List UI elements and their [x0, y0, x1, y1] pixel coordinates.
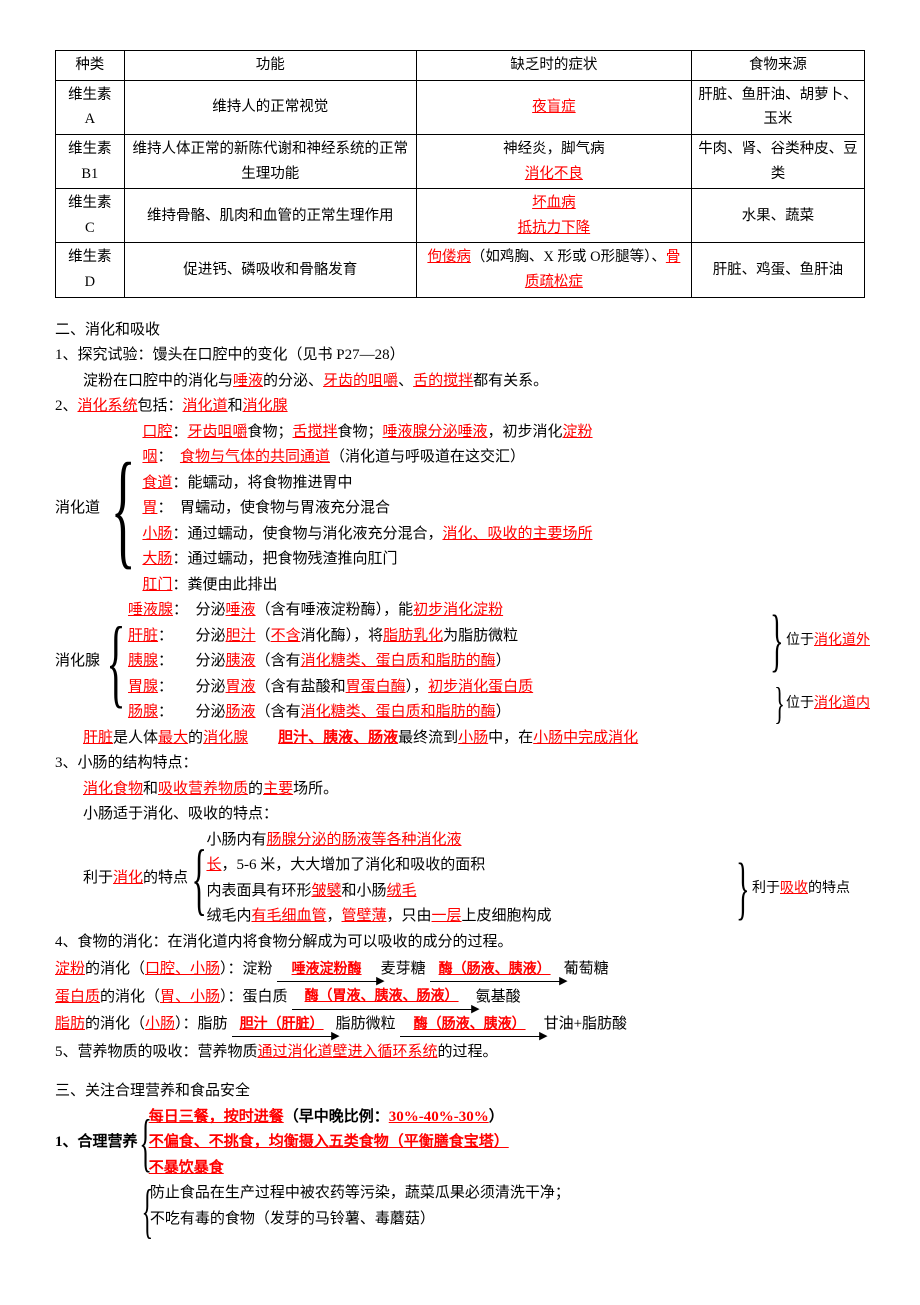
table-row: 维生素 D 促进钙、磷吸收和骨骼发育 佝偻病（如鸡胸、X 形或 O形腿等）、骨质… — [56, 243, 865, 297]
cell: 水果、蔬菜 — [691, 189, 864, 243]
cell: 维生素 D — [56, 243, 125, 297]
cell: 维持人体正常的新陈代谢和神经系统的正常生理功能 — [124, 134, 416, 188]
line: 5、营养物质的吸收：营养物质通过消化道壁进入循环系统的过程。 — [55, 1040, 865, 1066]
right-brace-icon: } — [774, 682, 785, 726]
symptom: 坏血病 — [532, 195, 576, 211]
list-item: 肝脏： 分泌胆汁（不含消化酶），将脂肪乳化为脂肪微粒 — [128, 624, 865, 650]
left-brace-icon: { — [192, 839, 207, 919]
list-item: 不吃有毒的食物（发芽的马铃薯、毒蘑菇） — [150, 1207, 865, 1233]
list-item: 胃腺： 分泌胃液（含有盐酸和胃蛋白酶），初步消化蛋白质 — [128, 675, 865, 701]
left-brace-icon: { — [139, 1111, 151, 1176]
line: 4、食物的消化：在消化道内将食物分解成为可以吸收的成分的过程。 — [55, 930, 865, 956]
list-item: 口腔：牙齿咀嚼食物；舌搅拌食物；唾液腺分泌唾液，初步消化淀粉 — [142, 420, 865, 446]
section-title: 二、消化和吸收 — [55, 318, 865, 344]
list-item: 肠腺： 分泌肠液（含有消化糖类、蛋白质和脂肪的酶） — [128, 700, 865, 726]
table-header-row: 种类 功能 缺乏时的症状 食物来源 — [56, 51, 865, 81]
protein-digestion-row: 蛋白质的消化（胃、小肠）：蛋白质 酶（胃液、胰液、肠液） 氨基酸 — [55, 985, 865, 1011]
cell: 夜盲症 — [416, 80, 691, 134]
cell: 促进钙、磷吸收和骨骼发育 — [124, 243, 416, 297]
group-content: 口腔：牙齿咀嚼食物；舌搅拌食物；唾液腺分泌唾液，初步消化淀粉 咽： 食物与气体的… — [142, 420, 865, 599]
cell: 神经炎，脚气病消化不良 — [416, 134, 691, 188]
cell: 牛肉、肾、谷类种皮、豆类 — [691, 134, 864, 188]
arrow-icon: 酶（肠液、胰液） — [400, 1013, 540, 1038]
left-brace-icon: { — [142, 1181, 154, 1241]
digestive-gland-group: 消化腺 { 唾液腺： 分泌唾液（含有唾液淀粉酶），能初步消化淀粉 肝脏： 分泌胆… — [55, 598, 865, 726]
liver-summary-line: 肝脏是人体最大的消化腺 胆汁、胰液、肠液最终流到小肠中，在小肠中完成消化 — [83, 726, 865, 752]
arrow-icon: 酶（胃液、胰液、肠液） — [292, 985, 472, 1010]
symptom-mid: （如鸡胸、X 形或 O形腿等）、 — [471, 249, 666, 265]
list-item: 不偏食、不挑食，均衡摄入五类食物（平衡膳食宝塔） — [149, 1130, 865, 1156]
digestive-tract-group: 消化道 { 口腔：牙齿咀嚼食物；舌搅拌食物；唾液腺分泌唾液，初步消化淀粉 咽： … — [55, 420, 865, 599]
table-row: 维生素 A 维持人的正常视觉 夜盲症 肝脏、鱼肝油、胡萝卜、玉米 — [56, 80, 865, 134]
cell: 维持人的正常视觉 — [124, 80, 416, 134]
section-nutrition-safety: 三、关注合理营养和食品安全 1、合理营养 { 每日三餐，按时进餐（早中晚比例：3… — [55, 1079, 865, 1241]
list-item: 咽： 食物与气体的共同通道（消化道与呼吸道在这交汇） — [142, 445, 865, 471]
list-item: 不暴饮暴食 — [149, 1156, 865, 1182]
th-source: 食物来源 — [691, 51, 864, 81]
list-item: 肛门：粪便由此排出 — [142, 573, 865, 599]
vitamin-table: 种类 功能 缺乏时的症状 食物来源 维生素 A 维持人的正常视觉 夜盲症 肝脏、… — [55, 50, 865, 298]
line: 3、小肠的结构特点： — [55, 751, 865, 777]
arrow-icon: 胆汁（肝脏） — [232, 1013, 332, 1038]
right-brace-icon: } — [770, 606, 783, 676]
group-label: 消化腺 — [55, 598, 104, 726]
th-type: 种类 — [56, 51, 125, 81]
arrow-icon: 酶（肠液、胰液） — [430, 958, 560, 983]
cell: 维生素 A — [56, 80, 125, 134]
list-item: 小肠内有肠腺分泌的肠液等各种消化液 — [206, 828, 865, 854]
cell: 维持骨骼、肌肉和血管的正常生理作用 — [124, 189, 416, 243]
group-content: 唾液腺： 分泌唾液（含有唾液淀粉酶），能初步消化淀粉 肝脏： 分泌胆汁（不含消化… — [128, 598, 865, 726]
list-item: 大肠：通过蠕动，把食物残渣推向肛门 — [142, 547, 865, 573]
group-content: 每日三餐，按时进餐（早中晚比例：30%-40%-30%） 不偏食、不挑食，均衡摄… — [149, 1105, 865, 1182]
group-label: 消化道 — [55, 420, 104, 599]
line: 小肠适于消化、吸收的特点： — [83, 802, 865, 828]
list-item: 防止食品在生产过程中被农药等污染，蔬菜瓜果必须清洗干净； — [150, 1181, 865, 1207]
list-item: 食道：能蠕动，将食物推进胃中 — [142, 471, 865, 497]
group-label: 利于消化的特点 — [83, 828, 192, 930]
table-row: 维生素 B1 维持人体正常的新陈代谢和神经系统的正常生理功能 神经炎，脚气病消化… — [56, 134, 865, 188]
safety-group: { 防止食品在生产过程中被农药等污染，蔬菜瓜果必须清洗干净； 不吃有毒的食物（发… — [145, 1181, 865, 1241]
group-content: 防止食品在生产过程中被农药等污染，蔬菜瓜果必须清洗干净； 不吃有毒的食物（发芽的… — [150, 1181, 865, 1241]
line: 消化食物和吸收营养物质的主要场所。 — [83, 777, 865, 803]
th-symptom: 缺乏时的症状 — [416, 51, 691, 81]
symptom-pre: 神经炎，脚气病 — [503, 141, 605, 157]
section-title: 三、关注合理营养和食品安全 — [55, 1079, 865, 1105]
th-func: 功能 — [124, 51, 416, 81]
symptom: 抵抗力下降 — [518, 220, 591, 236]
cell: 维生素 B1 — [56, 134, 125, 188]
symptom: 消化不良 — [525, 166, 583, 182]
side-annotation-inside: } 位于消化道内 — [773, 682, 870, 726]
intestine-features-group: 利于消化的特点 { 小肠内有肠腺分泌的肠液等各种消化液 长，5-6 米，大大增加… — [83, 828, 865, 930]
symptom: 夜盲症 — [532, 99, 576, 115]
line: 1、探究试验：馒头在口腔中的变化（见书 P27—28） — [55, 343, 865, 369]
side-annotation-outside: } 位于消化道外 — [768, 606, 870, 676]
left-brace-icon: { — [111, 444, 136, 574]
right-brace-icon: } — [736, 854, 749, 924]
list-item: 每日三餐，按时进餐（早中晚比例：30%-40%-30%） — [149, 1105, 865, 1131]
section-digestion: 二、消化和吸收 1、探究试验：馒头在口腔中的变化（见书 P27—28） 淀粉在口… — [55, 318, 865, 1066]
table-row: 维生素 C 维持骨骼、肌肉和血管的正常生理作用 坏血病抵抗力下降 水果、蔬菜 — [56, 189, 865, 243]
cell: 佝偻病（如鸡胸、X 形或 O形腿等）、骨质疏松症 — [416, 243, 691, 297]
symptom: 佝偻病 — [427, 249, 471, 265]
starch-digestion-row: 淀粉的消化（口腔、小肠）：淀粉 唾液淀粉酶 麦芽糖 酶（肠液、胰液） 葡萄糖 — [55, 957, 865, 983]
list-item: 胃： 胃蠕动，使食物与胃液充分混合 — [142, 496, 865, 522]
cell: 肝脏、鱼肝油、胡萝卜、玉米 — [691, 80, 864, 134]
left-brace-icon: { — [106, 612, 125, 712]
nutrition-group: 1、合理营养 { 每日三餐，按时进餐（早中晚比例：30%-40%-30%） 不偏… — [55, 1105, 865, 1182]
list-item: 小肠：通过蠕动，使食物与消化液充分混合，消化、吸收的主要场所 — [142, 522, 865, 548]
group-label: 1、合理营养 — [55, 1105, 142, 1182]
cell: 肝脏、鸡蛋、鱼肝油 — [691, 243, 864, 297]
line: 2、消化系统包括：消化道和消化腺 — [55, 394, 865, 420]
list-item: 胰腺： 分泌胰液（含有消化糖类、蛋白质和脂肪的酶） — [128, 649, 865, 675]
fat-digestion-row: 脂肪的消化（小肠）：脂肪 胆汁（肝脏） 脂肪微粒 酶（肠液、胰液） 甘油+脂肪酸 — [55, 1012, 865, 1038]
line: 淀粉在口腔中的消化与唾液的分泌、牙齿的咀嚼、舌的搅拌都有关系。 — [83, 369, 865, 395]
list-item: 唾液腺： 分泌唾液（含有唾液淀粉酶），能初步消化淀粉 — [128, 598, 865, 624]
cell: 坏血病抵抗力下降 — [416, 189, 691, 243]
arrow-icon: 唾液淀粉酶 — [277, 958, 377, 983]
cell: 维生素 C — [56, 189, 125, 243]
side-annotation-absorb: } 利于吸收的特点 — [734, 854, 850, 924]
